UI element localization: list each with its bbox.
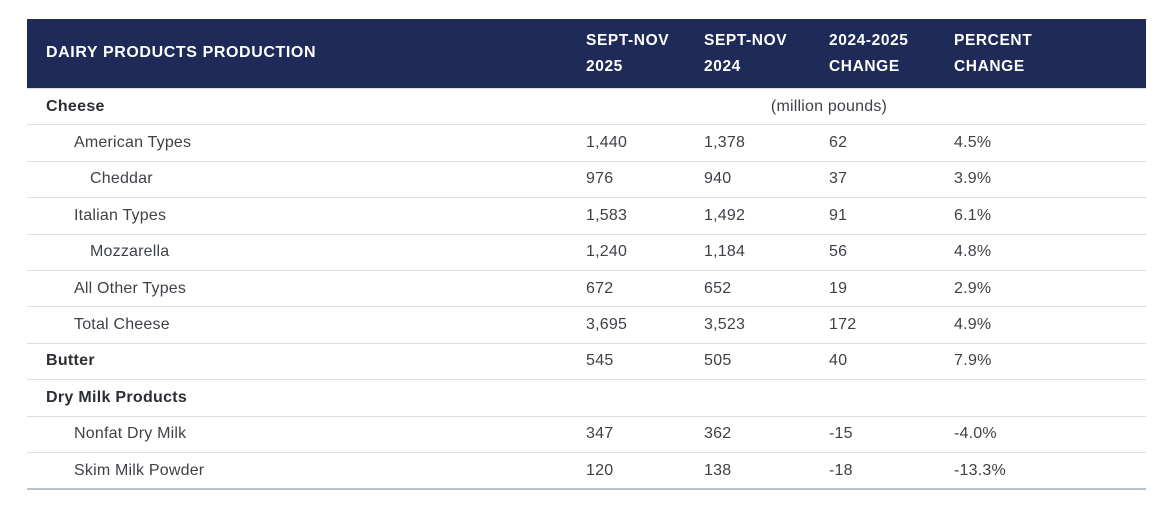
value-change: 37 [829, 170, 848, 188]
value-percent: 2.9% [954, 279, 992, 297]
value-percent: 4.5% [954, 134, 992, 152]
value-2025: 1,240 [586, 243, 628, 261]
value-change: 56 [829, 243, 848, 261]
value-percent: -4.0% [954, 425, 997, 443]
value-percent: -13.3% [954, 461, 1006, 479]
value-percent: 3.9% [954, 170, 992, 188]
row-label: Butter [46, 352, 95, 370]
row-label: Mozzarella [90, 243, 170, 261]
column-header-change: 2024-2025 CHANGE [829, 31, 909, 75]
row-label: Total Cheese [74, 316, 170, 334]
row-label: Skim Milk Powder [74, 461, 205, 479]
value-2025: 347 [586, 425, 614, 443]
value-percent: 6.1% [954, 206, 992, 224]
table-row-butter: Butter 545 505 40 7.9% [27, 342, 1146, 380]
value-2024: 362 [704, 425, 732, 443]
value-2024: 1,378 [704, 134, 746, 152]
value-change: 62 [829, 134, 848, 152]
value-2024: 652 [704, 279, 732, 297]
value-change: 19 [829, 279, 848, 297]
row-label: Cheese [46, 97, 105, 115]
row-label: Dry Milk Products [46, 388, 188, 406]
row-label: American Types [74, 134, 192, 152]
value-change: 40 [829, 352, 848, 370]
value-2025: 1,583 [586, 206, 628, 224]
value-2025: 545 [586, 352, 614, 370]
row-label: All Other Types [74, 279, 187, 297]
value-2025: 1,440 [586, 134, 628, 152]
table-row-dry-milk-products: Dry Milk Products [27, 379, 1146, 416]
table-row-cheese: Cheese (million pounds) [27, 88, 1146, 125]
dairy-production-table: DAIRY PRODUCTS PRODUCTION SEPT-NOV 2025 … [27, 19, 1146, 491]
value-2024: 3,523 [704, 316, 746, 334]
value-2024: 1,492 [704, 206, 746, 224]
value-2024: 940 [704, 170, 732, 188]
value-change: -15 [829, 425, 853, 443]
value-2024: 138 [704, 461, 732, 479]
value-percent: 4.9% [954, 316, 992, 334]
row-label: Italian Types [74, 206, 167, 224]
value-2025: 976 [586, 170, 614, 188]
value-percent: 4.8% [954, 243, 992, 261]
table-row-nonfat-dry-milk: Nonfat Dry Milk 347 362 -15 -4.0% [27, 415, 1146, 452]
table-row-mozzarella: Mozzarella 1,240 1,184 56 4.8% [27, 233, 1146, 270]
table-row-italian-types: Italian Types 1,583 1,492 91 6.1% [27, 197, 1146, 234]
table-row-cheddar: Cheddar 976 940 37 3.9% [27, 160, 1146, 198]
value-2024: 505 [704, 352, 732, 370]
value-percent: 7.9% [954, 352, 992, 370]
column-header-sept-nov-2024: SEPT-NOV 2024 [704, 31, 788, 75]
row-label: Cheddar [90, 170, 153, 188]
value-2025: 3,695 [586, 316, 628, 334]
value-change: -18 [829, 461, 853, 479]
column-header-percent-change: PERCENT CHANGE [954, 31, 1033, 75]
row-label: Nonfat Dry Milk [74, 425, 187, 443]
table-header-row: DAIRY PRODUCTS PRODUCTION SEPT-NOV 2025 … [27, 19, 1146, 88]
value-change: 172 [829, 316, 857, 334]
column-header-sept-nov-2025: SEPT-NOV 2025 [586, 31, 670, 75]
table-row-skim-milk-powder: Skim Milk Powder 120 138 -18 -13.3% [27, 451, 1146, 489]
value-2025: 672 [586, 279, 614, 297]
value-change: 91 [829, 206, 848, 224]
value-2024: 1,184 [704, 243, 746, 261]
table-title: DAIRY PRODUCTS PRODUCTION [46, 44, 317, 62]
table-row-american-types: American Types 1,440 1,378 62 4.5% [27, 124, 1146, 161]
table-row-all-other-types: All Other Types 672 652 19 2.9% [27, 269, 1146, 307]
table-row-total-cheese: Total Cheese 3,695 3,523 172 4.9% [27, 306, 1146, 343]
value-2025: 120 [586, 461, 614, 479]
unit-note: (million pounds) [770, 97, 888, 115]
